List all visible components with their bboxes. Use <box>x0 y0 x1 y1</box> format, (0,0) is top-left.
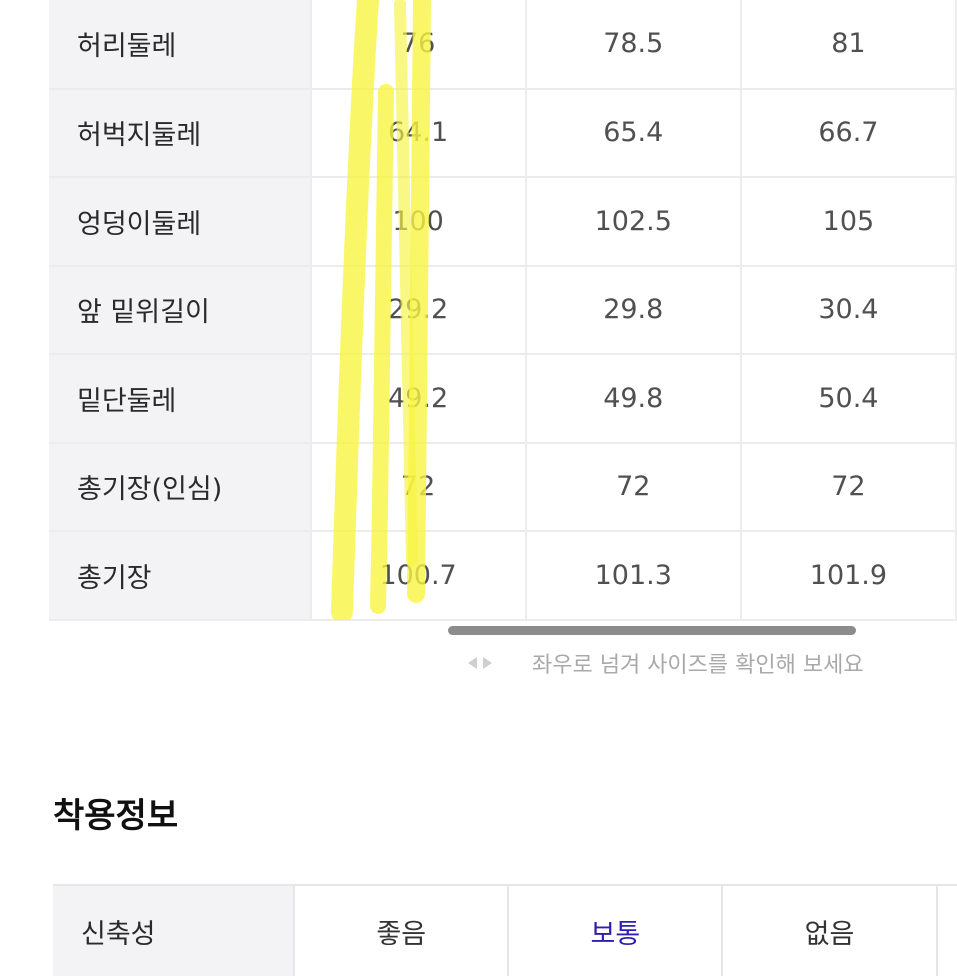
size-value: 72 <box>739 442 956 532</box>
arrow-left-icon <box>468 657 477 669</box>
row-label: 총기장 <box>49 531 311 621</box>
table-row: 총기장(인심) 72 72 72 <box>49 442 957 532</box>
size-value: 102.5 <box>524 177 741 267</box>
size-value: 72 <box>309 442 526 532</box>
size-table: 허리둘레 76 78.5 81 허벅지둘레 64.1 65.4 66.7 엉덩이… <box>49 0 957 621</box>
size-value: 29.8 <box>524 265 741 355</box>
size-value: 64.1 <box>309 88 526 178</box>
scroll-arrows <box>468 657 492 669</box>
row-label: 밑단둘레 <box>49 354 311 444</box>
arrow-right-icon <box>483 657 492 669</box>
table-row: 총기장 100.7 101.3 101.9 <box>49 531 957 621</box>
size-value: 72 <box>524 442 741 532</box>
fit-option: 좋음 <box>293 884 509 976</box>
size-value: 49.2 <box>309 354 526 444</box>
size-value: 81 <box>739 0 956 90</box>
scroll-hint: 좌우로 넘겨 사이즈를 확인해 보세요 <box>468 648 864 678</box>
row-label: 허벅지둘레 <box>49 88 311 178</box>
row-label: 허리둘레 <box>49 0 311 90</box>
size-value: 100.7 <box>309 531 526 621</box>
fit-option: 보통 <box>507 884 723 976</box>
size-value: 49.8 <box>524 354 741 444</box>
horizontal-scrollbar[interactable] <box>448 626 856 635</box>
size-value: 76 <box>309 0 526 90</box>
size-value: 29.2 <box>309 265 526 355</box>
size-value: 101.9 <box>739 531 956 621</box>
table-row: 엉덩이둘레 100 102.5 105 <box>49 177 957 267</box>
table-cell-stub <box>935 884 957 976</box>
size-value: 30.4 <box>739 265 956 355</box>
size-value: 78.5 <box>524 0 741 90</box>
row-label: 엉덩이둘레 <box>49 177 311 267</box>
size-value: 105 <box>739 177 956 267</box>
fit-option: 없음 <box>721 884 937 976</box>
fit-row-label: 신축성 <box>53 884 295 976</box>
table-row: 허리둘레 76 78.5 81 <box>49 0 957 90</box>
size-value: 50.4 <box>739 354 956 444</box>
scroll-hint-text: 좌우로 넘겨 사이즈를 확인해 보세요 <box>532 653 864 678</box>
section-title: 착용정보 <box>53 796 179 836</box>
table-row: 앞 밑위길이 29.2 29.8 30.4 <box>49 265 957 355</box>
scrollbar-thumb[interactable] <box>448 626 856 635</box>
table-row: 허벅지둘레 64.1 65.4 66.7 <box>49 88 957 178</box>
row-label: 앞 밑위길이 <box>49 265 311 355</box>
row-label: 총기장(인심) <box>49 442 311 532</box>
size-value: 100 <box>309 177 526 267</box>
size-value: 65.4 <box>524 88 741 178</box>
fit-info-table: 신축성 좋음 보통 없음 <box>53 884 957 976</box>
table-row: 신축성 좋음 보통 없음 <box>53 884 957 976</box>
size-value: 66.7 <box>739 88 956 178</box>
table-row: 밑단둘레 49.2 49.8 50.4 <box>49 354 957 444</box>
size-value: 101.3 <box>524 531 741 621</box>
